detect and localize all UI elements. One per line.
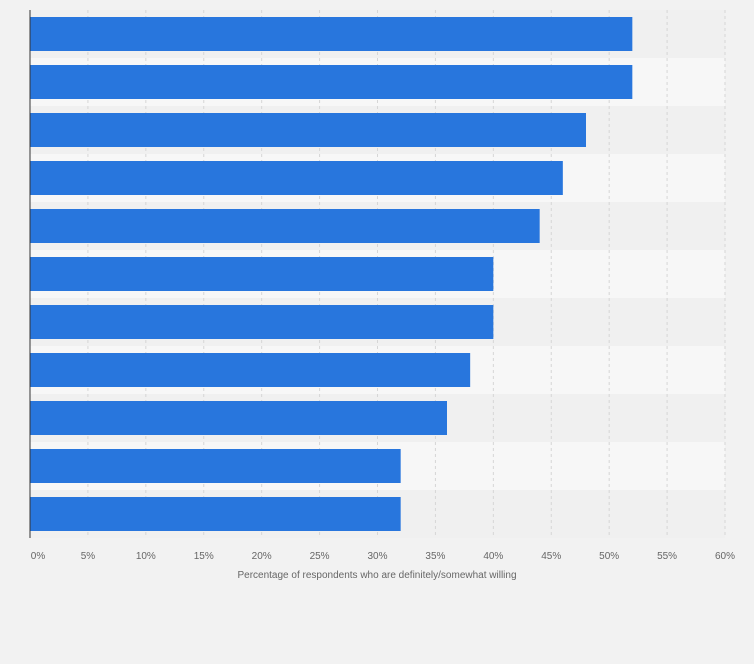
bar: [30, 305, 494, 339]
bar: [30, 65, 633, 99]
bars: [30, 17, 633, 531]
bar: [30, 353, 471, 387]
x-tick-label: 5%: [81, 551, 96, 562]
bar: [30, 449, 401, 483]
bar: [30, 209, 540, 243]
x-tick-label: 0%: [31, 551, 46, 562]
bar: [30, 257, 494, 291]
x-tick-label: 45%: [541, 551, 561, 562]
x-tick-label: 30%: [367, 551, 387, 562]
x-tick-label: 10%: [136, 551, 156, 562]
x-tick-label: 60%: [715, 551, 735, 562]
x-tick-label: 35%: [425, 551, 445, 562]
bar: [30, 401, 447, 435]
x-tick-label: 50%: [599, 551, 619, 562]
x-axis-title: Percentage of respondents who are defini…: [237, 570, 516, 581]
bar: [30, 161, 563, 195]
x-tick-label: 40%: [483, 551, 503, 562]
bar: [30, 113, 586, 147]
bar: [30, 17, 633, 51]
bar: [30, 497, 401, 531]
x-tick-label: 25%: [310, 551, 330, 562]
x-tick-label: 20%: [252, 551, 272, 562]
x-axis-ticks: 0% 5% 10% 15% 20% 25% 30% 35% 40% 45% 50% 55% 60%: [31, 551, 735, 562]
x-tick-label: 55%: [657, 551, 677, 562]
x-tick-label: 15%: [194, 551, 214, 562]
